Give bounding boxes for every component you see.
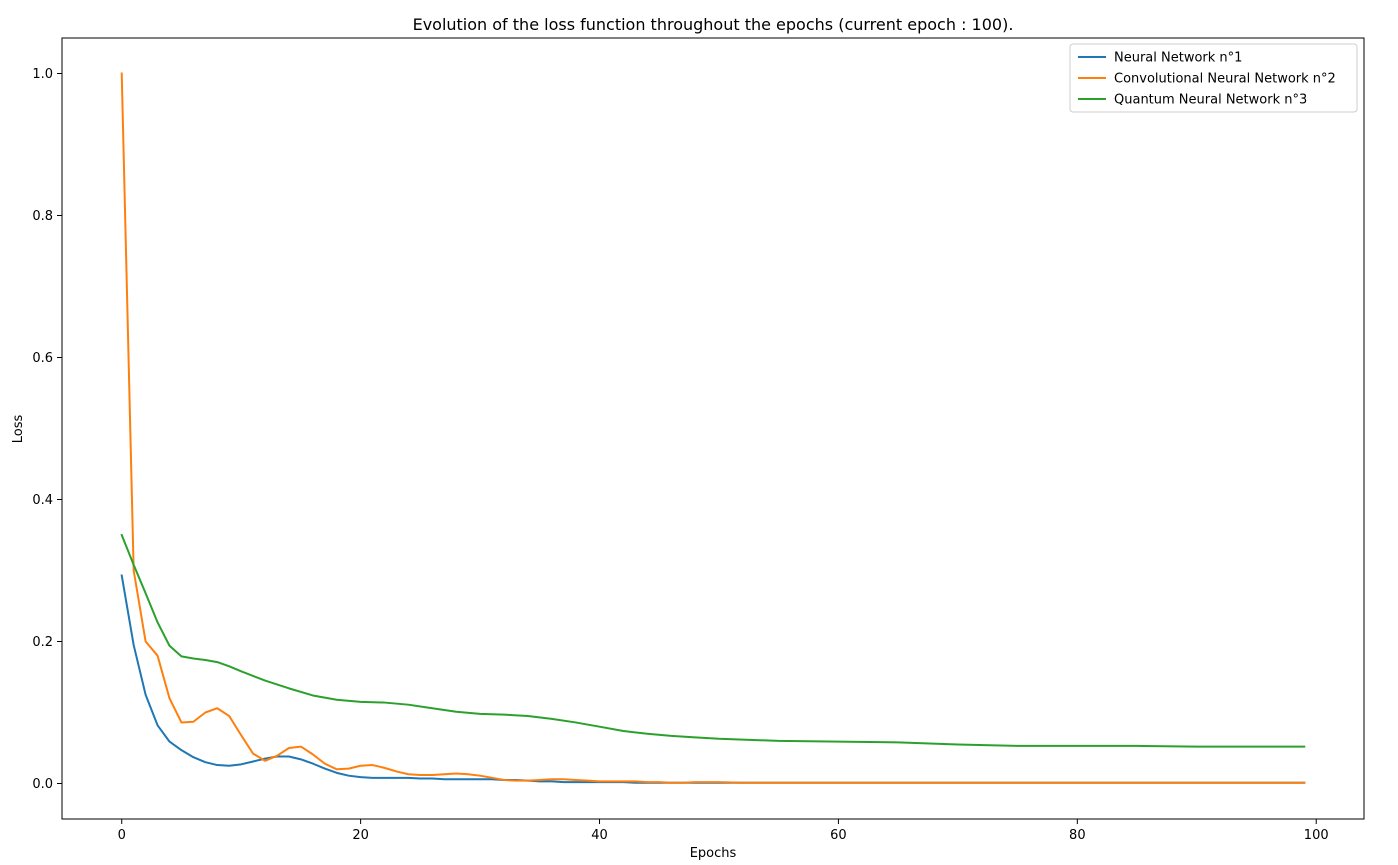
chart-title: Evolution of the loss function throughou… [413, 15, 1014, 34]
y-tick-label: 0.2 [32, 635, 53, 650]
y-tick-label: 1.0 [32, 67, 53, 82]
legend-label-1: Neural Network n°1 [1114, 51, 1242, 66]
y-axis-label: Loss [11, 415, 26, 444]
y-tick-label: 0.4 [32, 493, 53, 508]
x-axis: 0 20 40 60 80 100 [118, 819, 1329, 843]
y-tick-label: 0.8 [32, 209, 53, 224]
y-tick-label: 0.0 [32, 777, 53, 792]
series-line-1 [120, 574, 1306, 784]
x-axis-label: Epochs [690, 846, 737, 861]
axes-frame [61, 37, 1365, 820]
x-tick-label: 40 [591, 828, 608, 843]
x-tick-label: 60 [830, 828, 847, 843]
series-line-2 [120, 72, 1306, 784]
x-tick-label: 100 [1304, 828, 1329, 843]
legend: Neural Network n°1 Convolutional Neural N… [1069, 43, 1358, 113]
legend-label-3: Quantum Neural Network n°3 [1114, 93, 1307, 108]
y-tick-label: 0.6 [32, 351, 53, 366]
legend-box [1069, 43, 1358, 113]
plot-area [61, 37, 1365, 820]
x-tick-label: 80 [1069, 828, 1086, 843]
x-tick-label: 0 [118, 828, 126, 843]
series-line-3 [120, 533, 1306, 748]
legend-label-2: Convolutional Neural Network n°2 [1114, 72, 1336, 87]
y-axis: 0.0 0.2 0.4 0.6 0.8 1.0 [32, 67, 62, 792]
x-tick-label: 20 [352, 828, 369, 843]
